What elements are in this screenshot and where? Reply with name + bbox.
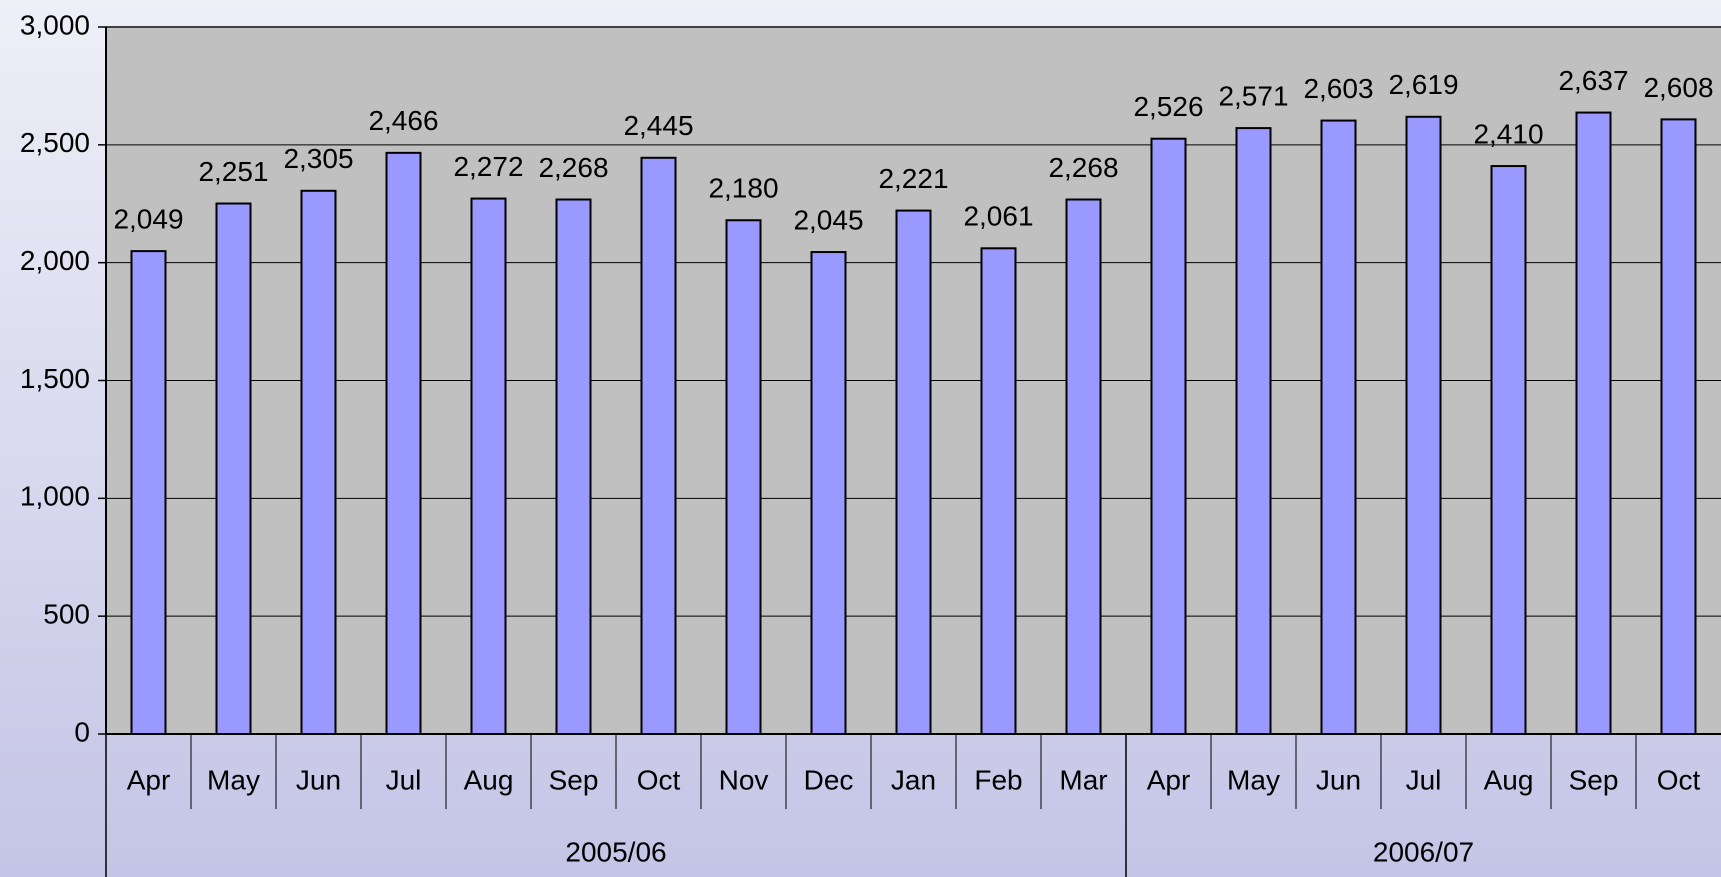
x-tick-label: May — [207, 764, 260, 795]
bar — [895, 209, 932, 735]
x-tick-label: Aug — [1484, 764, 1534, 795]
x-tick-label: Nov — [719, 764, 769, 795]
bar — [1320, 119, 1357, 735]
value-label: 2,305 — [283, 143, 353, 174]
x-tick-label: Jun — [296, 764, 341, 795]
x-tick-label: Mar — [1059, 764, 1107, 795]
value-label: 2,268 — [538, 152, 608, 183]
group-label: 2005/06 — [565, 836, 666, 867]
x-tick-label: Feb — [974, 764, 1022, 795]
x-tick-label: Oct — [637, 764, 681, 795]
bar — [130, 250, 167, 736]
x-tick-label: May — [1227, 764, 1280, 795]
bar — [980, 247, 1017, 736]
value-label: 2,619 — [1388, 69, 1458, 100]
value-label: 2,410 — [1473, 118, 1543, 149]
y-tick-label: 3,000 — [20, 9, 90, 40]
value-label: 2,526 — [1133, 91, 1203, 122]
value-label: 2,571 — [1218, 80, 1288, 111]
value-label: 2,272 — [453, 151, 523, 182]
y-tick-label: 1,500 — [20, 363, 90, 394]
bar — [470, 197, 507, 736]
value-label: 2,268 — [1048, 152, 1118, 183]
x-tick-label: Aug — [464, 764, 514, 795]
x-tick-label: Jul — [1406, 764, 1442, 795]
x-tick-label: Apr — [127, 764, 171, 795]
y-tick-label: 0 — [74, 716, 90, 747]
x-tick-label: Oct — [1657, 764, 1701, 795]
bar — [215, 202, 252, 735]
bar — [725, 219, 762, 736]
x-tick-label: Sep — [549, 764, 599, 795]
value-label: 2,061 — [963, 201, 1033, 232]
bar — [300, 189, 337, 735]
value-label: 2,603 — [1303, 73, 1373, 104]
bar — [1235, 127, 1272, 735]
y-tick-label: 2,500 — [20, 127, 90, 158]
value-label: 2,045 — [793, 204, 863, 235]
x-tick-label: Jan — [891, 764, 936, 795]
y-tick-label: 1,000 — [20, 481, 90, 512]
y-tick-label: 500 — [43, 599, 90, 630]
value-label: 2,445 — [623, 110, 693, 141]
value-label: 2,251 — [198, 156, 268, 187]
x-tick-label: Dec — [804, 764, 854, 795]
bar — [640, 156, 677, 736]
value-label: 2,180 — [708, 173, 778, 204]
group-label: 2006/07 — [1373, 836, 1474, 867]
bar — [1150, 137, 1187, 735]
value-label: 2,466 — [368, 105, 438, 136]
value-label: 2,049 — [113, 204, 183, 235]
value-label: 2,608 — [1643, 72, 1713, 103]
bar — [1575, 111, 1612, 735]
y-tick-label: 2,000 — [20, 245, 90, 276]
x-tick-label: Jul — [386, 764, 422, 795]
bar — [810, 251, 847, 735]
bar — [1490, 165, 1527, 735]
x-tick-label: Apr — [1147, 764, 1191, 795]
bar — [1405, 115, 1442, 735]
value-label: 2,637 — [1558, 65, 1628, 96]
bar — [385, 151, 422, 735]
x-tick-label: Jun — [1316, 764, 1361, 795]
x-tick-label: Sep — [1569, 764, 1619, 795]
bar — [1065, 198, 1102, 735]
bar — [555, 198, 592, 735]
bar — [1660, 118, 1697, 735]
value-label: 2,221 — [878, 163, 948, 194]
